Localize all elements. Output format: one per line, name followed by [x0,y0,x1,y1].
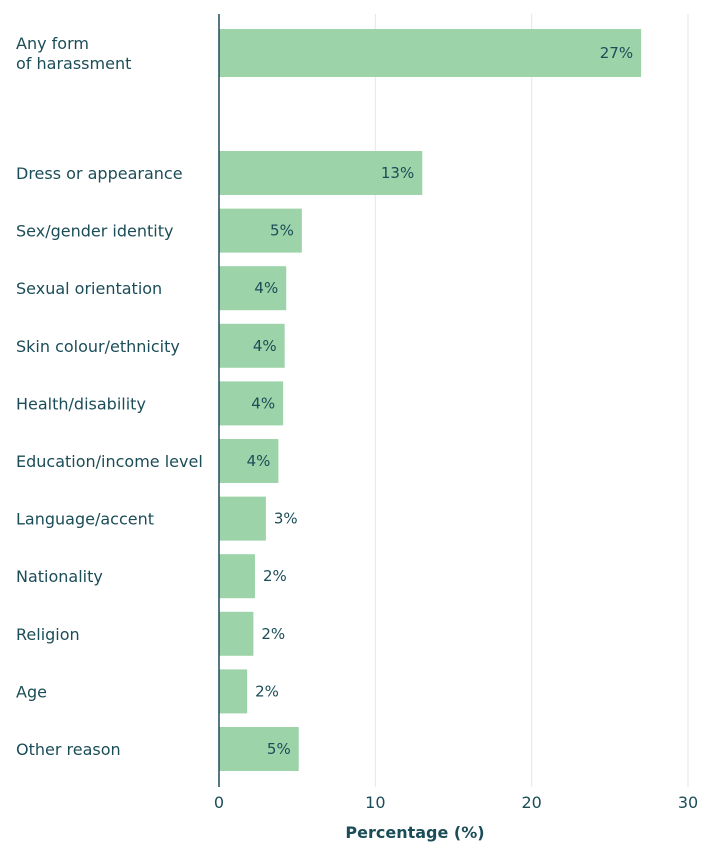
data-label: 2% [261,625,285,643]
category-label: Sexual orientation [16,279,162,298]
category-label: Language/accent [16,510,154,529]
data-label: 4% [254,279,278,297]
data-label: 13% [381,164,414,182]
data-label: 4% [253,337,277,355]
x-axis-title: Percentage (%) [345,823,484,842]
category-label: Religion [16,625,80,644]
x-tick-label: 30 [678,793,698,812]
data-label: 4% [251,394,275,412]
data-label: 2% [263,567,287,585]
x-axis-ticks: 0 10 20 30 [214,793,698,812]
bar [219,669,247,713]
x-tick-label: 0 [214,793,224,812]
category-label: Dress or appearance [16,164,183,183]
data-label: 4% [247,452,271,470]
category-label: Education/income level [16,452,203,471]
category-label: Sex/gender identity [16,222,173,241]
bar [219,554,255,598]
x-tick-label: 20 [521,793,541,812]
category-labels: Any form of harassment Dress or appearance… [16,34,203,759]
grid-lines [375,14,688,787]
bar [219,612,253,656]
category-label: Nationality [16,567,103,586]
data-label: 3% [274,510,298,528]
data-label: 2% [255,682,279,700]
data-label: 27% [600,44,633,62]
bars: 27% 13% 5% 4% 4% 4% 4% 3% 2% 2% 2% 5% [219,29,641,771]
bar [219,29,641,77]
category-label: Skin colour/ethnicity [16,337,180,356]
x-tick-label: 10 [365,793,385,812]
category-label: Health/disability [16,394,146,413]
category-label: Age [16,682,47,701]
category-label: Other reason [16,740,121,759]
data-label: 5% [270,222,294,240]
bar [219,497,266,541]
category-label: Any form of harassment [16,34,131,73]
data-label: 5% [267,740,291,758]
